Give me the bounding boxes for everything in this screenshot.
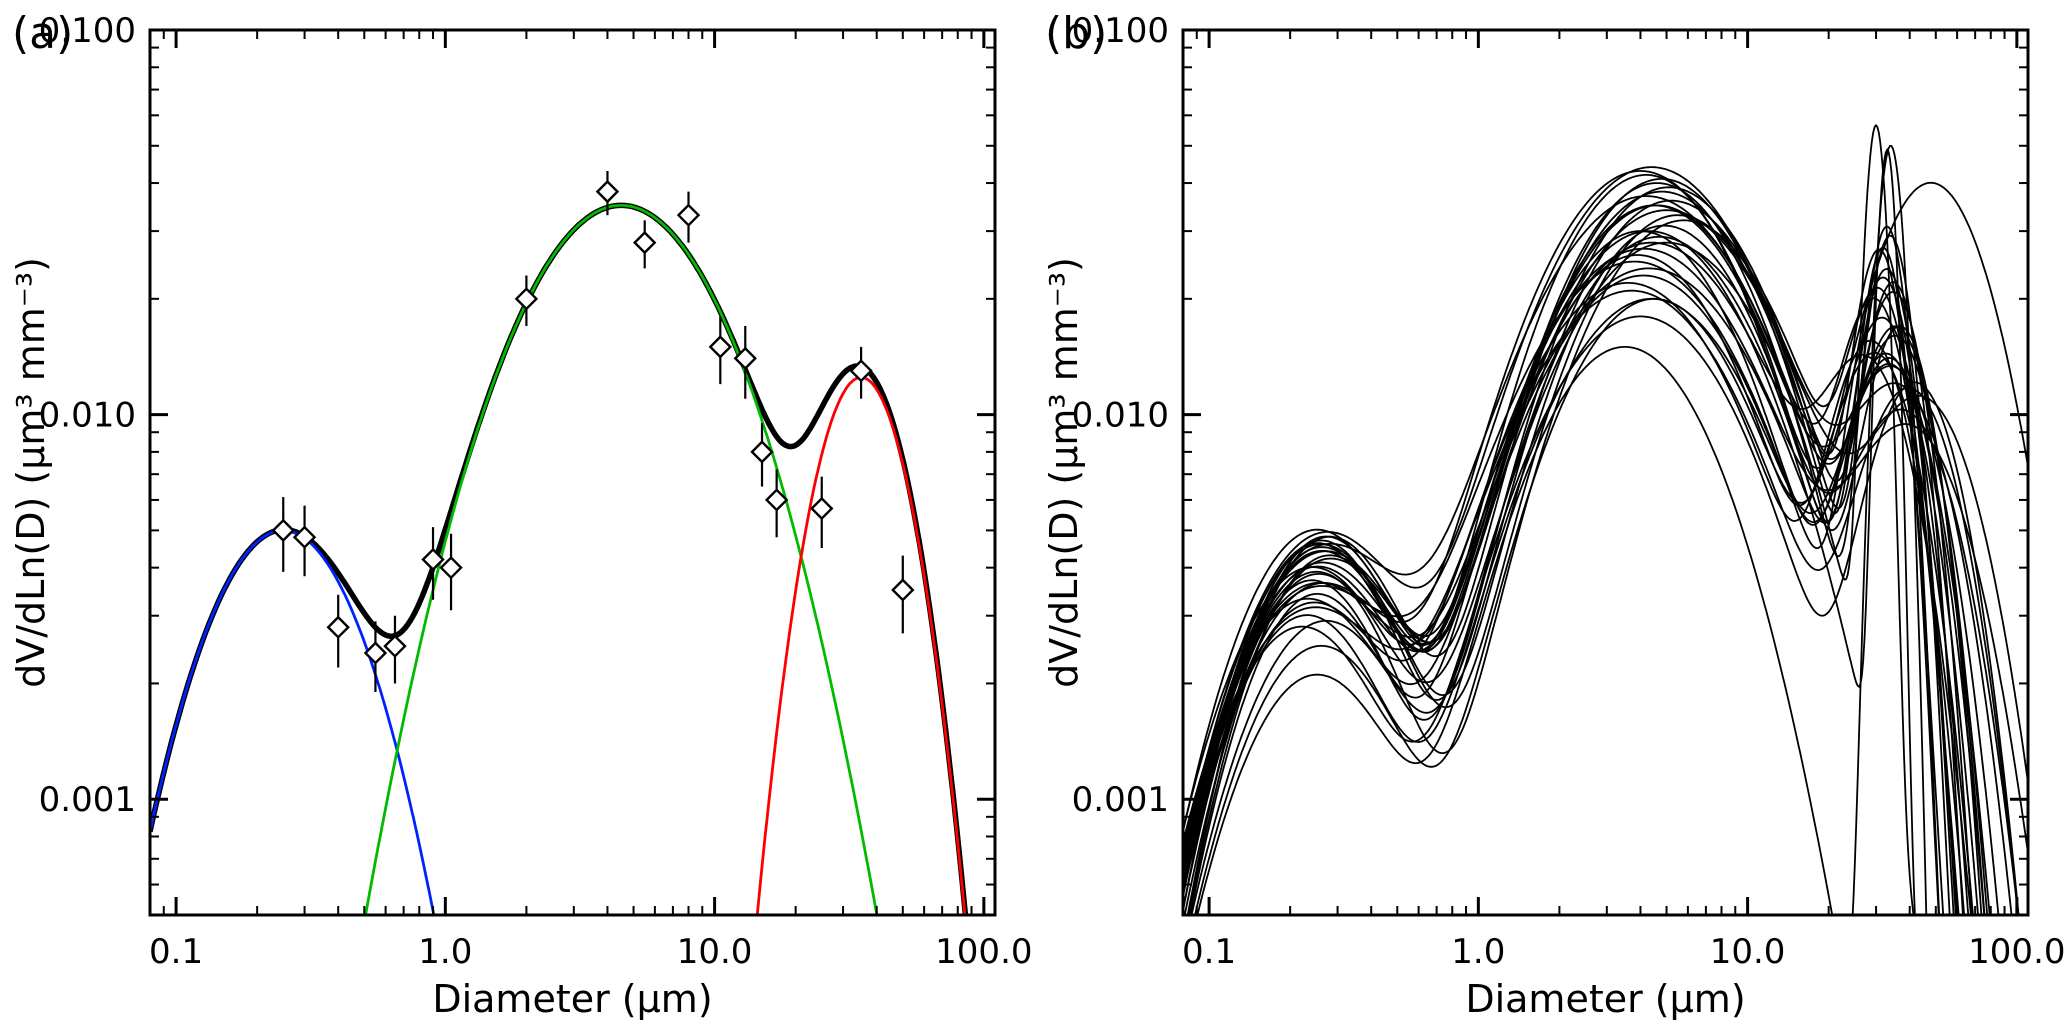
y-tick-label: 0.100 xyxy=(1072,11,1169,51)
x-tick-label: 1.0 xyxy=(1451,932,1505,972)
data-point-marker xyxy=(439,555,463,580)
data-point-marker xyxy=(750,440,774,464)
curves-group xyxy=(1183,123,2028,915)
plot-frame xyxy=(148,28,997,917)
panel-a-chart: 0.1 1.0 10.0 100.0 0.001 0.010 0.100 Diameter (… xyxy=(9,11,1033,1021)
data-point-marker xyxy=(514,287,539,311)
x-tick-label: 0.1 xyxy=(149,932,203,972)
ensemble-fit-curve xyxy=(1183,230,1979,915)
data-point-marker xyxy=(421,547,445,572)
x-axis-label: Diameter (μm) xyxy=(1465,977,1745,1021)
data-point-marker xyxy=(849,359,873,383)
ensemble-fit-curve xyxy=(1183,199,2013,915)
ensemble-fit-curve xyxy=(1183,289,2020,915)
y-tick-label: 0.100 xyxy=(39,11,136,51)
ensemble-fit-curve xyxy=(1183,241,1972,915)
data-point-marker xyxy=(271,518,295,543)
panel-a: (a) 0.1 1.0 10.0 100.0 0.001 0.010 0.100 Diamet… xyxy=(0,0,1033,1026)
x-tick-label: 100.0 xyxy=(1968,932,2065,972)
mode-3-curve xyxy=(755,375,967,915)
data-point-marker xyxy=(595,179,620,204)
data-point-marker xyxy=(292,525,317,549)
data-point-marker xyxy=(891,578,915,602)
y-tick-label: 0.010 xyxy=(1072,396,1169,436)
x-axis-label: Diameter (μm) xyxy=(432,977,712,1021)
ensemble-fit-curve xyxy=(1189,254,1974,915)
data-point-marker xyxy=(363,641,388,665)
x-tick-label: 100.0 xyxy=(935,932,1032,972)
ensemble-fit-curve xyxy=(1183,209,2028,876)
data-point-marker xyxy=(383,634,407,658)
data-point-marker xyxy=(326,615,350,639)
data-point-marker xyxy=(764,488,789,512)
data-point-marker xyxy=(632,230,657,255)
mode-1-curve xyxy=(150,529,436,915)
mode-2-curve xyxy=(364,204,879,915)
ensemble-fit-curve xyxy=(1196,145,1928,915)
plot-frame xyxy=(1181,28,2030,917)
data-point-marker xyxy=(676,203,701,227)
ensemble-fit-curve xyxy=(1183,170,1983,915)
x-tick-label: 10.0 xyxy=(1710,932,1786,972)
ensemble-fit-curve xyxy=(1183,190,1986,915)
total-fit-curve xyxy=(150,202,969,915)
scatter-group xyxy=(271,170,915,693)
ensemble-fit-curve xyxy=(1190,186,1964,915)
y-axis-label: dV/dLn(D) (μm³ mm⁻³) xyxy=(1042,257,1086,688)
y-tick-label: 0.001 xyxy=(1072,780,1169,820)
x-tick-label: 10.0 xyxy=(677,932,753,972)
data-point-marker xyxy=(733,346,757,371)
x-tick-label: 0.1 xyxy=(1182,932,1236,972)
x-tick-label: 1.0 xyxy=(418,932,472,972)
ensemble-fit-curve xyxy=(1183,297,1991,915)
ensemble-fit-curve xyxy=(1183,241,1960,915)
y-axis-label: dV/dLn(D) (μm³ mm⁻³) xyxy=(9,257,53,688)
panel-b-chart: 0.1 1.0 10.0 100.0 0.001 0.010 0.100 Diameter (… xyxy=(1042,11,2066,1021)
ensemble-fit-curve xyxy=(1183,204,2000,915)
panel-b: (b) 0.1 1.0 10.0 100.0 0.001 0.010 0.100 Diamet… xyxy=(1033,0,2066,1026)
ensemble-fit-curve xyxy=(1183,247,2028,911)
ensemble-fit-curve xyxy=(1183,274,1986,915)
data-point-marker xyxy=(708,335,733,359)
curves-group xyxy=(150,202,969,915)
data-point-marker xyxy=(810,496,834,521)
y-tick-label: 0.010 xyxy=(39,396,136,436)
y-tick-label: 0.001 xyxy=(39,780,136,820)
ensemble-fit-curve xyxy=(1183,148,1916,915)
